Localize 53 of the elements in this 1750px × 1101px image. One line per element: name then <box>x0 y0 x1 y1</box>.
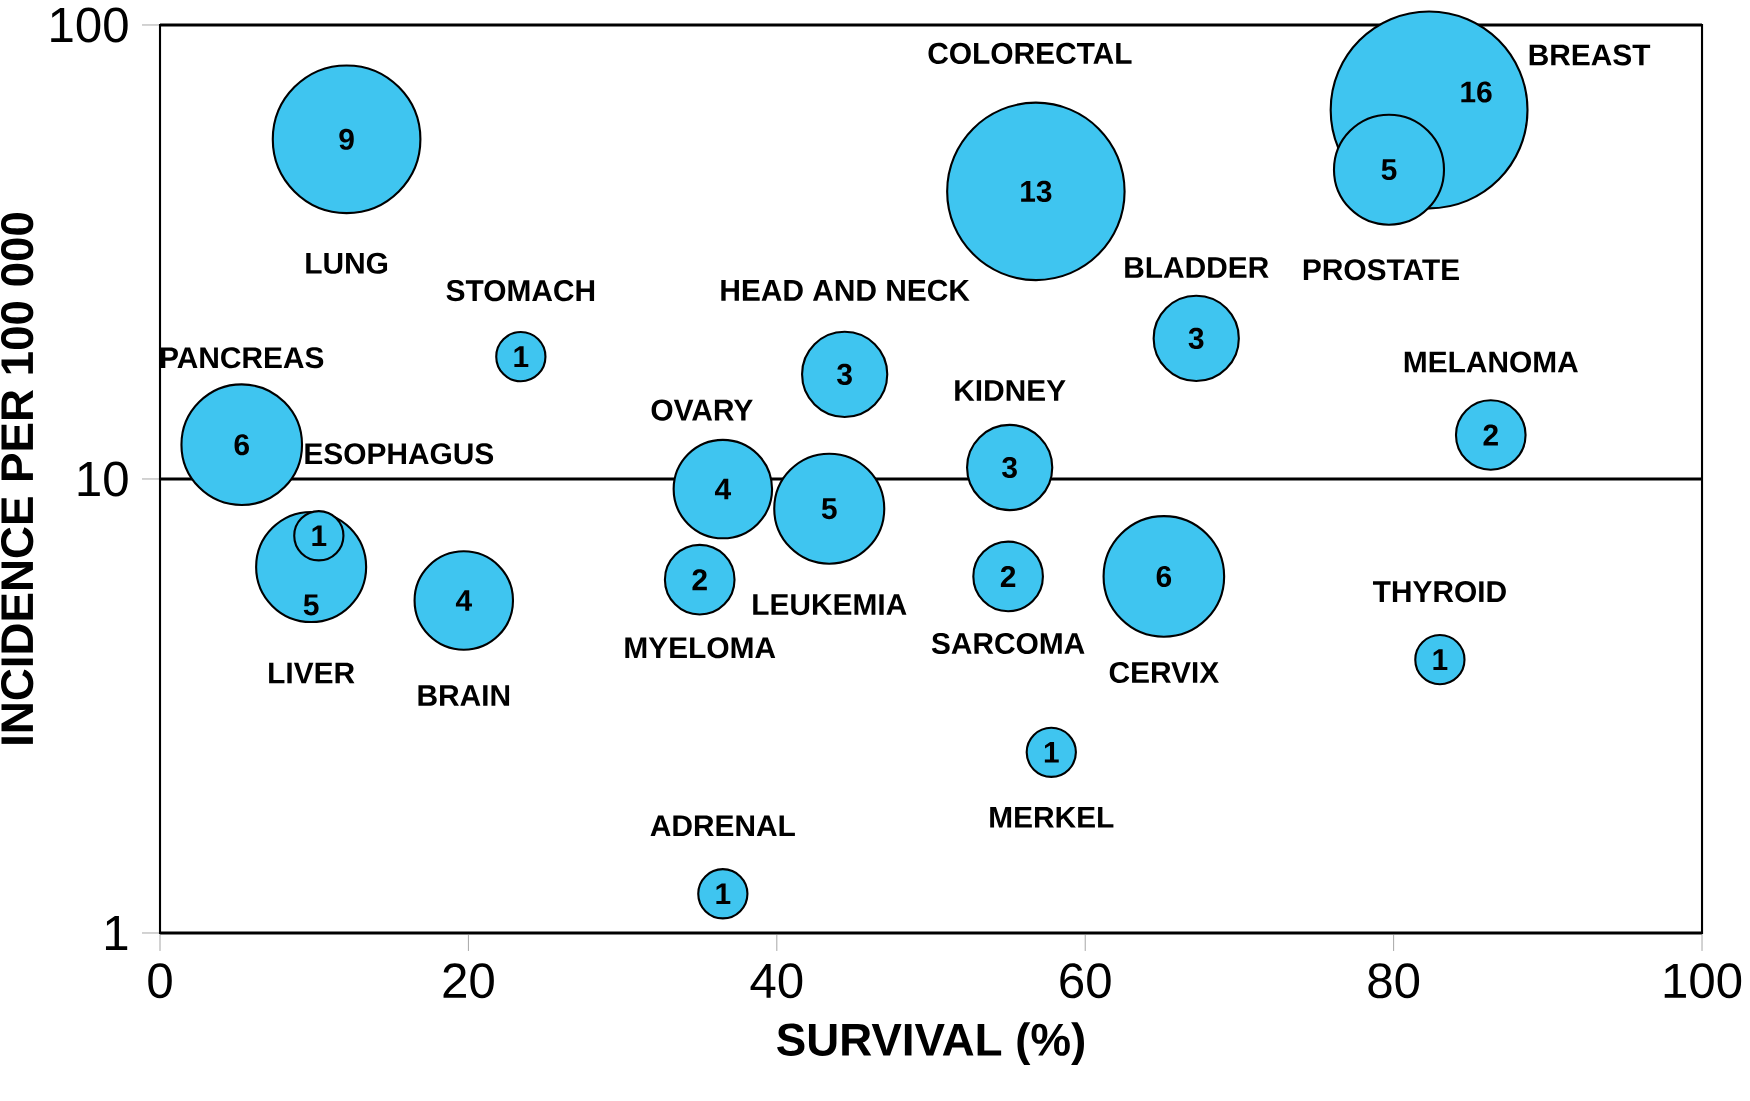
x-tick-label: 80 <box>1368 963 1420 999</box>
annotation: MYELOMA <box>625 637 776 659</box>
annotation: ADRENAL <box>650 815 795 837</box>
annotation: STOMACH <box>446 280 595 302</box>
annotation: ESOPHAGUS <box>305 443 494 465</box>
annotation: BRAIN <box>418 685 510 706</box>
data-label: 1 <box>1044 742 1059 763</box>
x-tick-label: 60 <box>1060 963 1111 999</box>
data-label: 1 <box>716 883 731 905</box>
annotation: OVARY <box>651 399 753 421</box>
data-label: 6 <box>1156 565 1172 588</box>
data-label: 13 <box>1021 180 1052 202</box>
data-label: 5 <box>303 594 319 616</box>
y-tick-label: 10 <box>78 461 128 497</box>
annotation: THYROID <box>1372 581 1506 603</box>
annotation: LEUKEMIA <box>753 594 907 616</box>
annotation: KIDNEY <box>955 380 1066 401</box>
annotation: CERVIX <box>1109 661 1219 684</box>
data-label: 6 <box>234 434 249 456</box>
x-tick-label: 100 <box>1664 963 1742 999</box>
x-tick-label: 40 <box>750 963 803 999</box>
y-axis-title: INCIDENCE PER 100 000 <box>1 213 34 744</box>
y-tick-label: 100 <box>51 7 128 43</box>
data-label: 3 <box>837 363 852 385</box>
data-label: 3 <box>1002 456 1017 479</box>
data-label: 1 <box>312 525 327 547</box>
data-label: 16 <box>1461 81 1492 103</box>
annotation: PROSTATE <box>1303 259 1459 281</box>
annotation: SARCOMA <box>931 632 1085 655</box>
data-label: 5 <box>1381 159 1397 181</box>
data-label: 1 <box>1433 649 1448 670</box>
x-tick-label: 0 <box>148 963 172 999</box>
data-label: 3 <box>1188 327 1204 350</box>
data-label: 2 <box>1000 566 1016 587</box>
y-tick-label: 1 <box>105 916 128 950</box>
data-label: 2 <box>1483 424 1498 446</box>
annotation: HEAD AND NECK <box>721 279 970 301</box>
annotation: PANCREAS <box>161 347 324 369</box>
x-axis-title: SURVIVAL (%) <box>777 1022 1084 1065</box>
annotation: MERKEL <box>990 807 1114 828</box>
data-label: 1 <box>514 346 529 367</box>
data-label: 9 <box>339 128 354 150</box>
annotation: LIVER <box>269 662 355 684</box>
annotation: MELANOMA <box>1404 351 1578 373</box>
annotation: COLORECTAL <box>928 42 1132 64</box>
data-label: 5 <box>821 498 837 520</box>
annotation: BREAST <box>1529 44 1651 66</box>
data-label: 4 <box>714 478 732 500</box>
data-label: 2 <box>692 569 707 591</box>
annotation: LUNG <box>306 252 388 274</box>
x-tick-label: 20 <box>443 963 494 999</box>
annotation: BLADDER <box>1125 257 1269 278</box>
data-label: 4 <box>455 590 472 611</box>
